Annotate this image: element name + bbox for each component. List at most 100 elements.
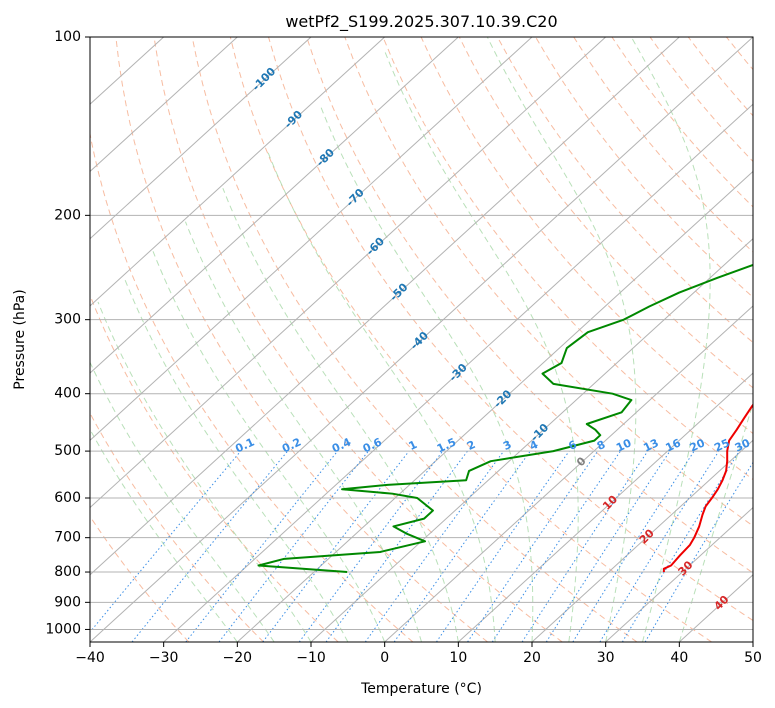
isotherm-line [90, 37, 459, 374]
x-tick-label: 30 [597, 650, 615, 666]
mixing-ratio-label: 20 [688, 436, 708, 454]
isotherm-line [752, 641, 753, 642]
isotherm-line [90, 37, 386, 307]
y-tick-label: 200 [54, 207, 81, 223]
pressure-grid [90, 37, 753, 630]
mixing-ratio-label: 13 [641, 436, 660, 454]
x-tick-label: 50 [744, 650, 762, 666]
x-tick-label: −10 [296, 650, 326, 666]
moist-adiabat [486, 37, 637, 642]
sounding-lines [257, 263, 753, 574]
y-tick-label: 900 [54, 594, 81, 610]
temperature-line [662, 403, 753, 573]
dry-adiabat [90, 515, 190, 642]
y-tick-label: 100 [54, 29, 81, 45]
dry-adiabat [497, 37, 753, 344]
mixing-ratio-line [364, 450, 505, 642]
x-tick-label: −40 [75, 650, 105, 666]
mixing-ratio-line [545, 450, 671, 642]
dry-adiabat [765, 37, 775, 642]
mixing-ratio-line [185, 450, 338, 642]
plot-frame [89, 36, 754, 643]
y-tick-label: 400 [54, 386, 81, 402]
moist-adiabat [222, 188, 459, 642]
mixing-ratio-label: 25 [712, 436, 731, 454]
moist-adiabat [90, 361, 275, 642]
x-axis-title: Temperature (°C) [360, 681, 482, 697]
dewpoint-line [257, 263, 753, 574]
mixing-ratio-label: 0.4 [330, 435, 353, 455]
mixing-ratio-line [436, 450, 570, 642]
dry-adiabat [90, 131, 414, 642]
isotherm-line [90, 37, 680, 576]
mixing-ratio-line [325, 450, 468, 642]
mixing-ratio-line [467, 450, 599, 642]
mixing-ratio-label: 1.5 [435, 435, 458, 455]
y-axis-title: Pressure (hPa) [12, 289, 28, 389]
isotherm-line [90, 37, 238, 173]
dry-adiabat [115, 37, 488, 642]
isotherm-line [90, 37, 753, 642]
y-tick-label: 600 [54, 490, 81, 506]
background-lines [90, 37, 775, 642]
dry-adiabat [420, 37, 753, 435]
dry-adiabat [725, 37, 753, 71]
mixing-ratio-label: 0.1 [233, 435, 256, 455]
y-tick-label: 800 [54, 564, 81, 580]
moist-adiabat [152, 251, 386, 642]
mixing-ratio-line [621, 450, 740, 642]
x-tick-label: 0 [380, 650, 389, 666]
isotherm-label: -100 [250, 65, 279, 94]
mixing-ratio-line [572, 450, 695, 642]
y-tick-label: 1000 [45, 621, 81, 637]
isotherm-line [90, 37, 312, 240]
mixing-ratio-label: 0.6 [361, 435, 384, 455]
isotherm-line [384, 305, 753, 642]
y-axis: 100 200 300 400 500 600 700 800 900 1000 [45, 29, 90, 637]
mixing-ratio-line [218, 450, 369, 642]
dry-adiabat [649, 37, 753, 163]
x-tick-label: −20 [223, 650, 253, 666]
moist-adiabat [123, 277, 349, 642]
mixing-ratio-label: 0.2 [280, 435, 303, 455]
dry-adiabat [687, 37, 753, 117]
moist-adiabat [184, 221, 422, 642]
dry-adiabat [535, 37, 753, 298]
mixing-ratio-line [262, 450, 410, 642]
dry-adiabat [573, 37, 753, 253]
y-tick-label: 700 [54, 530, 81, 546]
isoline-labels: -100-90-80-70-60-50-40-30-20-10010203040… [233, 65, 752, 613]
chart-title: wetPf2_S199.2025.307.10.39.C20 [285, 12, 557, 32]
x-tick-label: 10 [449, 650, 467, 666]
isotherm-line [531, 439, 753, 642]
mixing-ratio-label: 10 [614, 436, 634, 454]
moist-adiabat [319, 104, 534, 642]
dry-adiabat [90, 412, 264, 642]
isotherm-line [90, 37, 607, 509]
isotherm-line [236, 170, 753, 642]
mixing-ratio-line [90, 450, 242, 633]
x-tick-label: 40 [670, 650, 688, 666]
dry-adiabat [611, 37, 753, 208]
y-tick-label: 300 [54, 312, 81, 328]
moist-adiabat [97, 301, 312, 642]
dry-adiabat [153, 37, 563, 642]
isotherm-line [163, 103, 753, 642]
dry-adiabat [306, 37, 753, 574]
moist-adiabat [266, 149, 496, 642]
dry-adiabat [191, 37, 638, 642]
x-tick-label: 20 [523, 650, 541, 666]
mixing-ratio-line [491, 450, 621, 642]
x-tick-label: −30 [149, 650, 179, 666]
x-axis: −40 −30 −20 −10 0 10 20 30 40 50 [75, 642, 762, 666]
isotherm-line [457, 372, 753, 642]
mixing-ratio-line [393, 450, 531, 642]
mixing-ratio-label: 16 [663, 436, 683, 454]
moist-adiabat [90, 428, 238, 642]
moist-adiabat [678, 401, 753, 642]
isotherm-line [605, 506, 753, 642]
moist-adiabat [630, 37, 711, 642]
isotherm-line [90, 37, 533, 442]
dry-adiabat [268, 37, 753, 622]
